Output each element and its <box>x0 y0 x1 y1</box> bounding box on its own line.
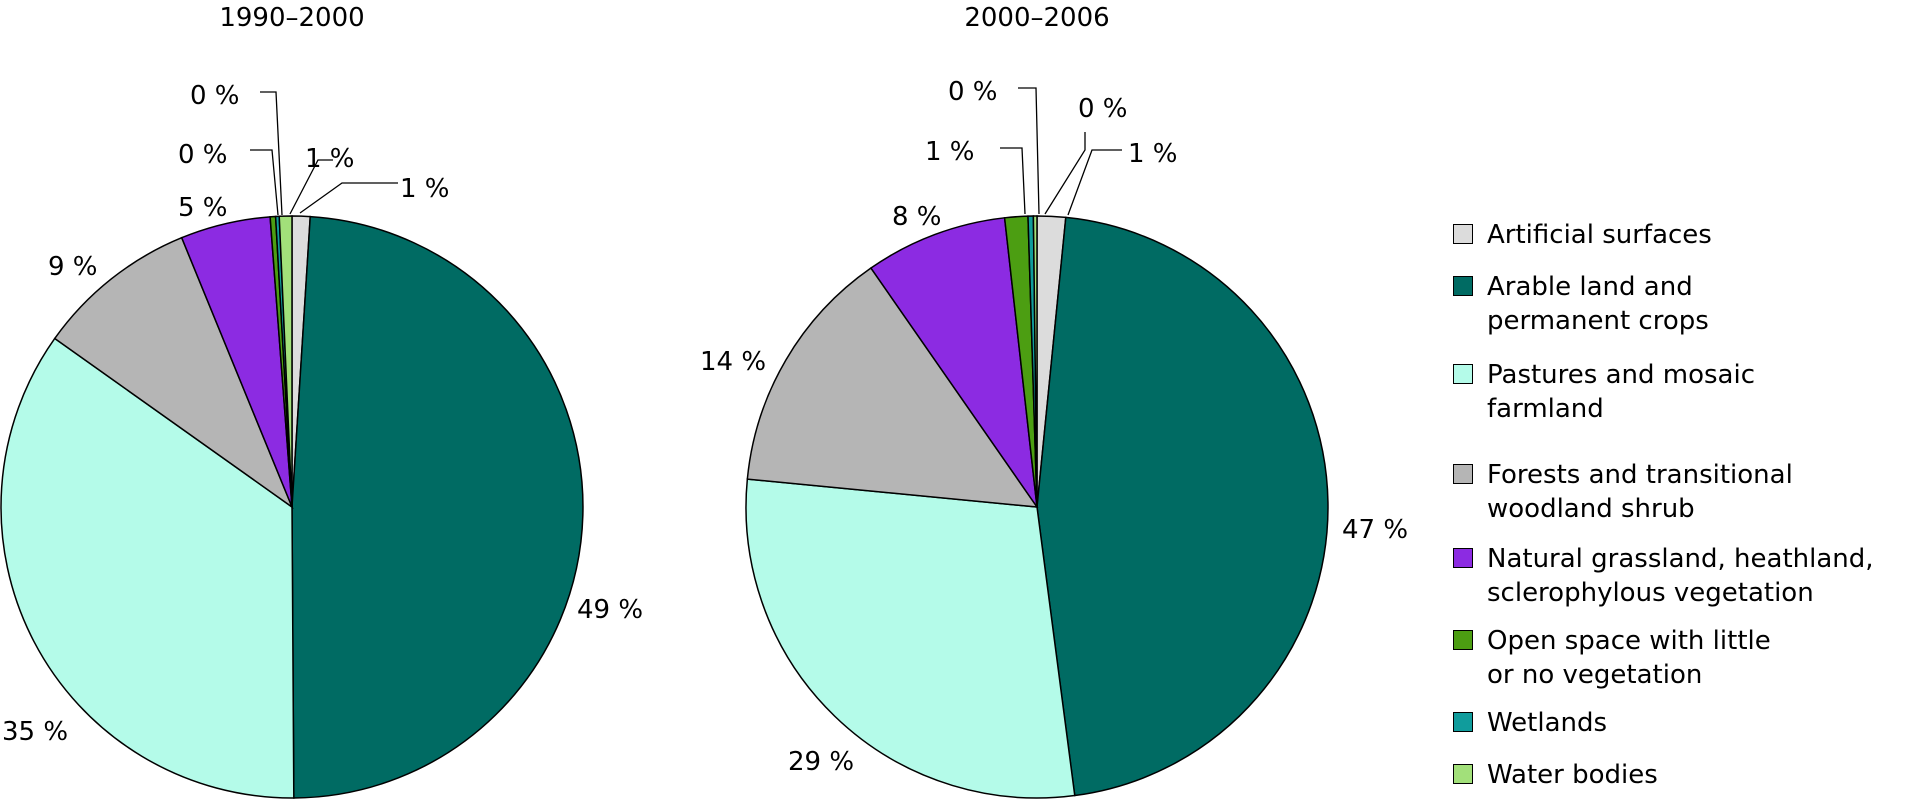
legend-swatch-arable-land <box>1453 276 1473 296</box>
pie-1-label-open-space: 0 % <box>190 81 240 111</box>
pie-2-leader-open-space <box>1000 147 1026 215</box>
pie-2-label-water-bodies: 0 % <box>1078 94 1128 124</box>
legend-item-arable-land: Arable land and permanent crops <box>1453 270 1907 338</box>
pie-2-label-forests: 14 % <box>700 347 766 377</box>
pie-1-label-artificial-surfaces: 1 % <box>400 174 450 204</box>
pie-2-label-artificial-surfaces: 1 % <box>1128 139 1178 169</box>
legend-swatch-forests <box>1453 464 1473 484</box>
legend-swatch-natural-grassland <box>1453 548 1473 568</box>
pie-2-slice-forests <box>746 266 1039 508</box>
legend-label-arable-land: Arable land and permanent crops <box>1487 272 1709 336</box>
legend-swatch-open-space <box>1453 630 1473 650</box>
legend-label-pastures: Pastures and mosaic farmland <box>1487 360 1755 424</box>
pie-1-leader-wetlands <box>250 149 279 216</box>
legend-label-wetlands: Wetlands <box>1487 708 1608 738</box>
pie-2-leader-water-bodies <box>1044 132 1086 215</box>
pie-1-slice-forests <box>53 236 294 510</box>
pie-1-slice-water-bodies <box>278 215 293 508</box>
legend-item-forests: Forests and transitional woodland shrub <box>1453 458 1907 526</box>
pie-1-label-water-bodies: 1 % <box>305 144 355 174</box>
legend-item-wetlands: Wetlands <box>1453 706 1907 740</box>
pie-1-label-natural-grassland: 5 % <box>178 193 228 223</box>
legend-item-open-space: Open space with little or no vegetation <box>1453 624 1907 692</box>
pie-2-label-pastures: 29 % <box>788 747 854 777</box>
legend-item-natural-grassland: Natural grassland, heathland, sclerophyl… <box>1453 542 1907 610</box>
pie-1-leader-open-space <box>260 91 283 216</box>
legend-label-artificial-surfaces: Artificial surfaces <box>1487 220 1712 250</box>
legend-swatch-artificial-surfaces <box>1453 224 1473 244</box>
pie-1-slice-arable-land <box>291 215 584 799</box>
pie-2-slice-natural-grassland <box>869 216 1038 508</box>
pie-1-label-pastures: 35 % <box>2 717 68 747</box>
legend-item-artificial-surfaces: Artificial surfaces <box>1453 218 1907 252</box>
legend-item-pastures: Pastures and mosaic farmland <box>1453 358 1907 426</box>
pie-1-title: 1990–2000 <box>219 3 364 33</box>
pie-2-label-open-space: 1 % <box>925 137 975 167</box>
pie-2-leader-wetlands <box>1018 87 1040 215</box>
pie-1-slice-pastures <box>0 337 295 799</box>
legend-swatch-wetlands <box>1453 712 1473 732</box>
legend-swatch-pastures <box>1453 364 1473 384</box>
pie-2-slice-arable-land <box>1036 216 1329 797</box>
legend-label-open-space: Open space with little or no vegetation <box>1487 626 1771 690</box>
pie-2-label-natural-grassland: 8 % <box>892 202 942 232</box>
pie-1-leader-artificial-surfaces <box>299 182 398 214</box>
pie-1: 1990–2000 1 % 49 % 35 % 9 % 5 % 0 % 0 % 1 % <box>0 3 643 799</box>
pie-2-title: 2000–2006 <box>964 3 1109 33</box>
pie-2-label-wetlands: 0 % <box>948 77 998 107</box>
legend-label-water-bodies: Water bodies <box>1487 760 1658 790</box>
pie-1-label-forests: 9 % <box>48 252 98 282</box>
legend-label-forests: Forests and transitional woodland shrub <box>1487 460 1793 524</box>
legend-swatch-water-bodies <box>1453 764 1473 784</box>
pie-1-leader-water-bodies <box>289 159 333 215</box>
pie-2-label-arable-land: 47 % <box>1342 515 1408 545</box>
pie-1-label-wetlands: 0 % <box>178 140 228 170</box>
legend-label-natural-grassland: Natural grassland, heathland, sclerophyl… <box>1487 544 1874 608</box>
pie-2-leader-artificial-surfaces <box>1067 149 1122 216</box>
pie-2-slice-pastures <box>745 478 1076 799</box>
pie-2-slice-water-bodies <box>1032 215 1038 508</box>
pie-1-label-arable-land: 49 % <box>577 595 643 625</box>
legend-item-water-bodies: Water bodies <box>1453 758 1907 792</box>
